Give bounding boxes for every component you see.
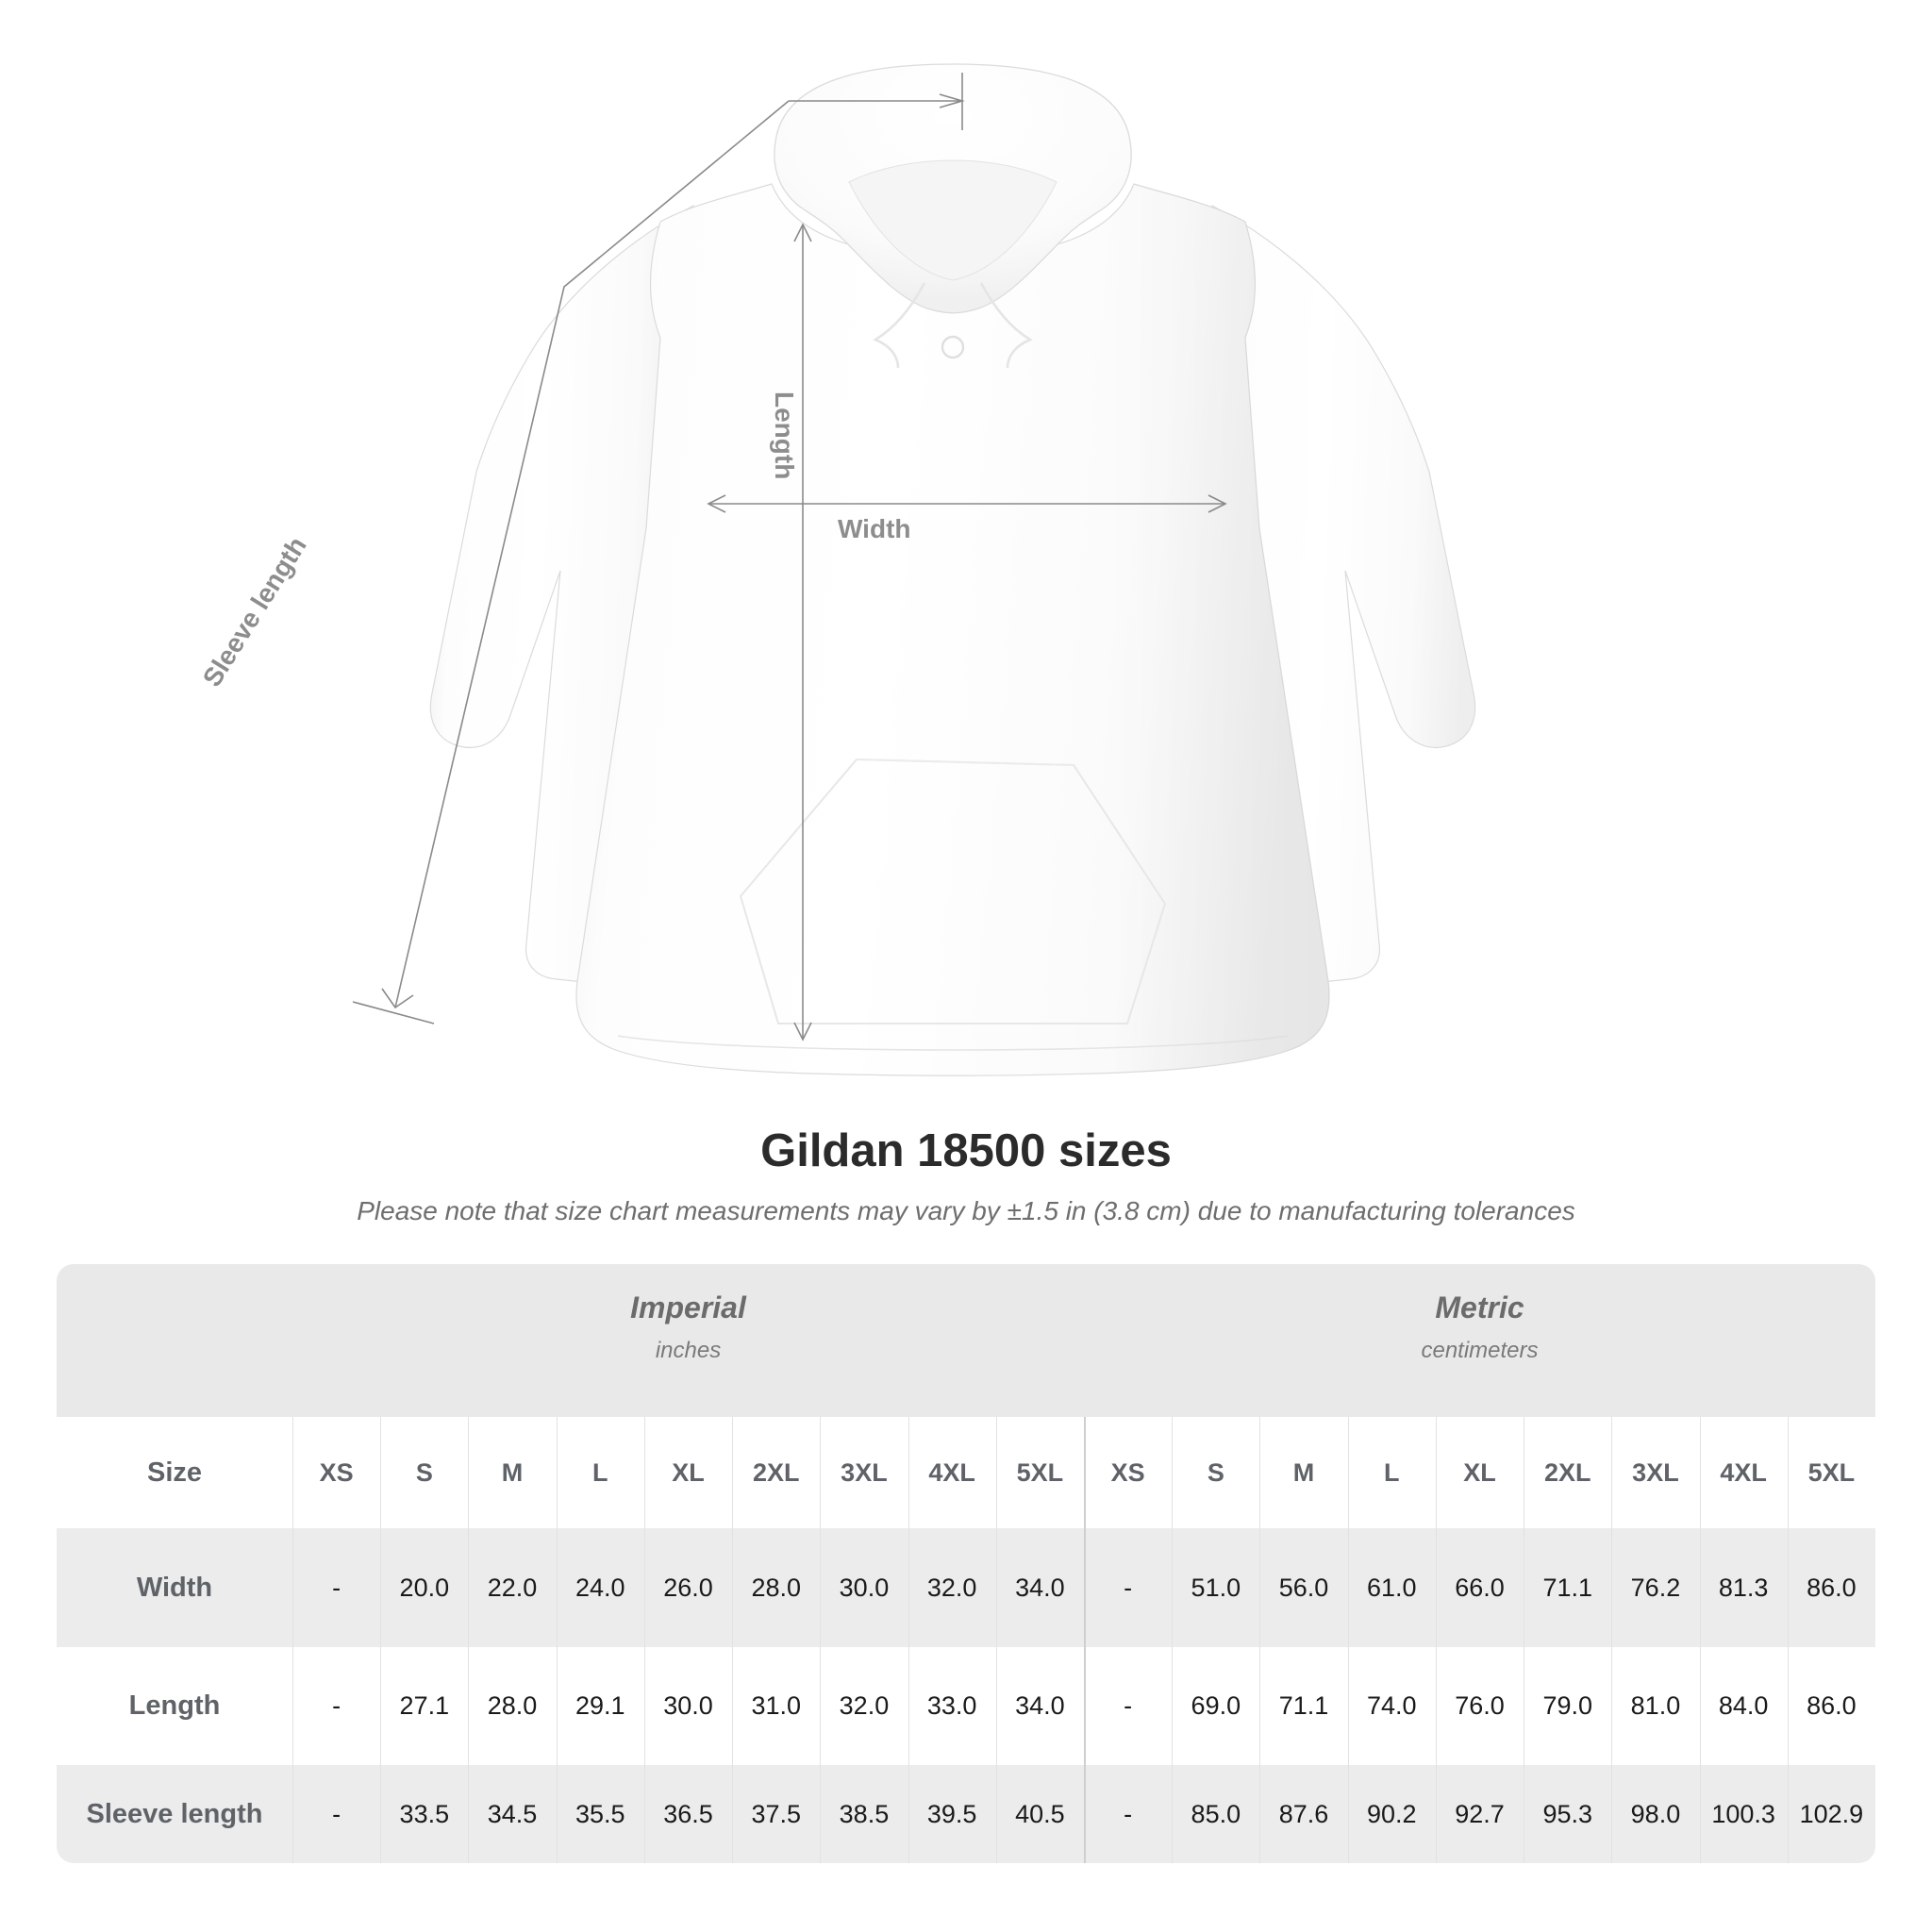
svg-text:Length: Length <box>770 391 799 479</box>
svg-text:Width: Width <box>838 514 911 543</box>
svg-text:Sleeve length: Sleeve length <box>197 532 312 692</box>
